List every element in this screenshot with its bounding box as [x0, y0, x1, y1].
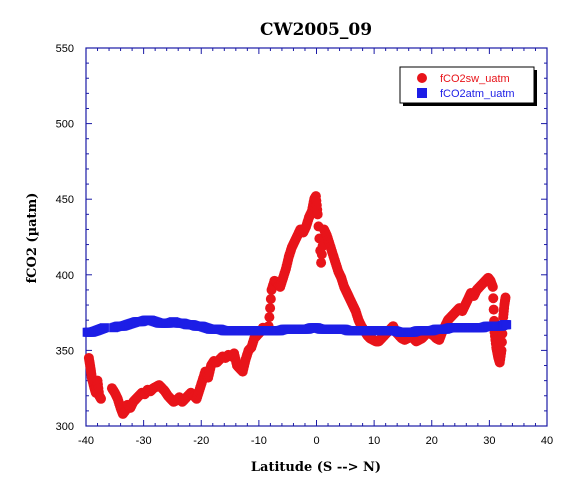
fco2sw-point	[265, 293, 276, 304]
x-tick-label: -20	[193, 435, 209, 447]
fco2sw-point	[312, 209, 323, 220]
fco2sw-point	[487, 281, 498, 292]
y-tick-label: 500	[56, 119, 74, 131]
fco2sw-point	[265, 303, 276, 314]
fco2sw-point	[316, 249, 327, 260]
legend-label-fco2atm: fCO2atm_uatm	[440, 88, 515, 100]
x-tick-label: -40	[78, 435, 94, 447]
fco2sw-point	[500, 292, 511, 303]
x-tick-label: 30	[483, 435, 495, 447]
x-axis-ticks: -40 -30 -20 -10 0 10 20 30 40	[78, 48, 553, 447]
chart-title: CW2005_09	[260, 20, 372, 40]
x-tick-label: -10	[251, 435, 267, 447]
fco2sw-point	[497, 328, 508, 339]
fco2sw-point	[488, 304, 499, 315]
y-tick-label: 550	[56, 43, 74, 55]
x-tick-label: 40	[541, 435, 553, 447]
y-tick-label: 300	[56, 421, 74, 433]
legend-label-fco2sw: fCO2sw_uatm	[440, 73, 510, 85]
x-tick-label: 20	[426, 435, 438, 447]
fco2sw-point	[316, 257, 327, 268]
x-tick-label: -30	[136, 435, 152, 447]
fco2sw-point	[488, 293, 499, 304]
y-axis-label: fCO2 (µatm)	[25, 193, 40, 284]
fco2sw-point	[95, 393, 106, 404]
fco2atm-point	[99, 323, 109, 333]
x-tick-label: 10	[368, 435, 380, 447]
y-tick-label: 400	[56, 270, 74, 282]
legend: fCO2sw_uatm fCO2atm_uatm	[399, 66, 537, 106]
y-axis-ticks: 300 350 400 450 500 550	[56, 43, 547, 433]
series-fCO2atm_uatm	[82, 315, 512, 337]
legend-marker-fco2atm	[417, 88, 427, 98]
fco2atm-point	[502, 320, 512, 330]
legend-marker-fco2sw	[417, 73, 427, 83]
fco2sw-point	[496, 337, 507, 348]
x-tick-label: 0	[313, 435, 319, 447]
fco2sw-point	[496, 345, 507, 356]
x-axis-label: Latitude (S --> N)	[251, 460, 381, 475]
fco2sw-point	[264, 312, 275, 323]
data-series	[82, 191, 512, 419]
y-tick-label: 450	[56, 194, 74, 206]
series-fCO2sw_uatm	[83, 191, 511, 419]
y-tick-label: 350	[56, 345, 74, 357]
